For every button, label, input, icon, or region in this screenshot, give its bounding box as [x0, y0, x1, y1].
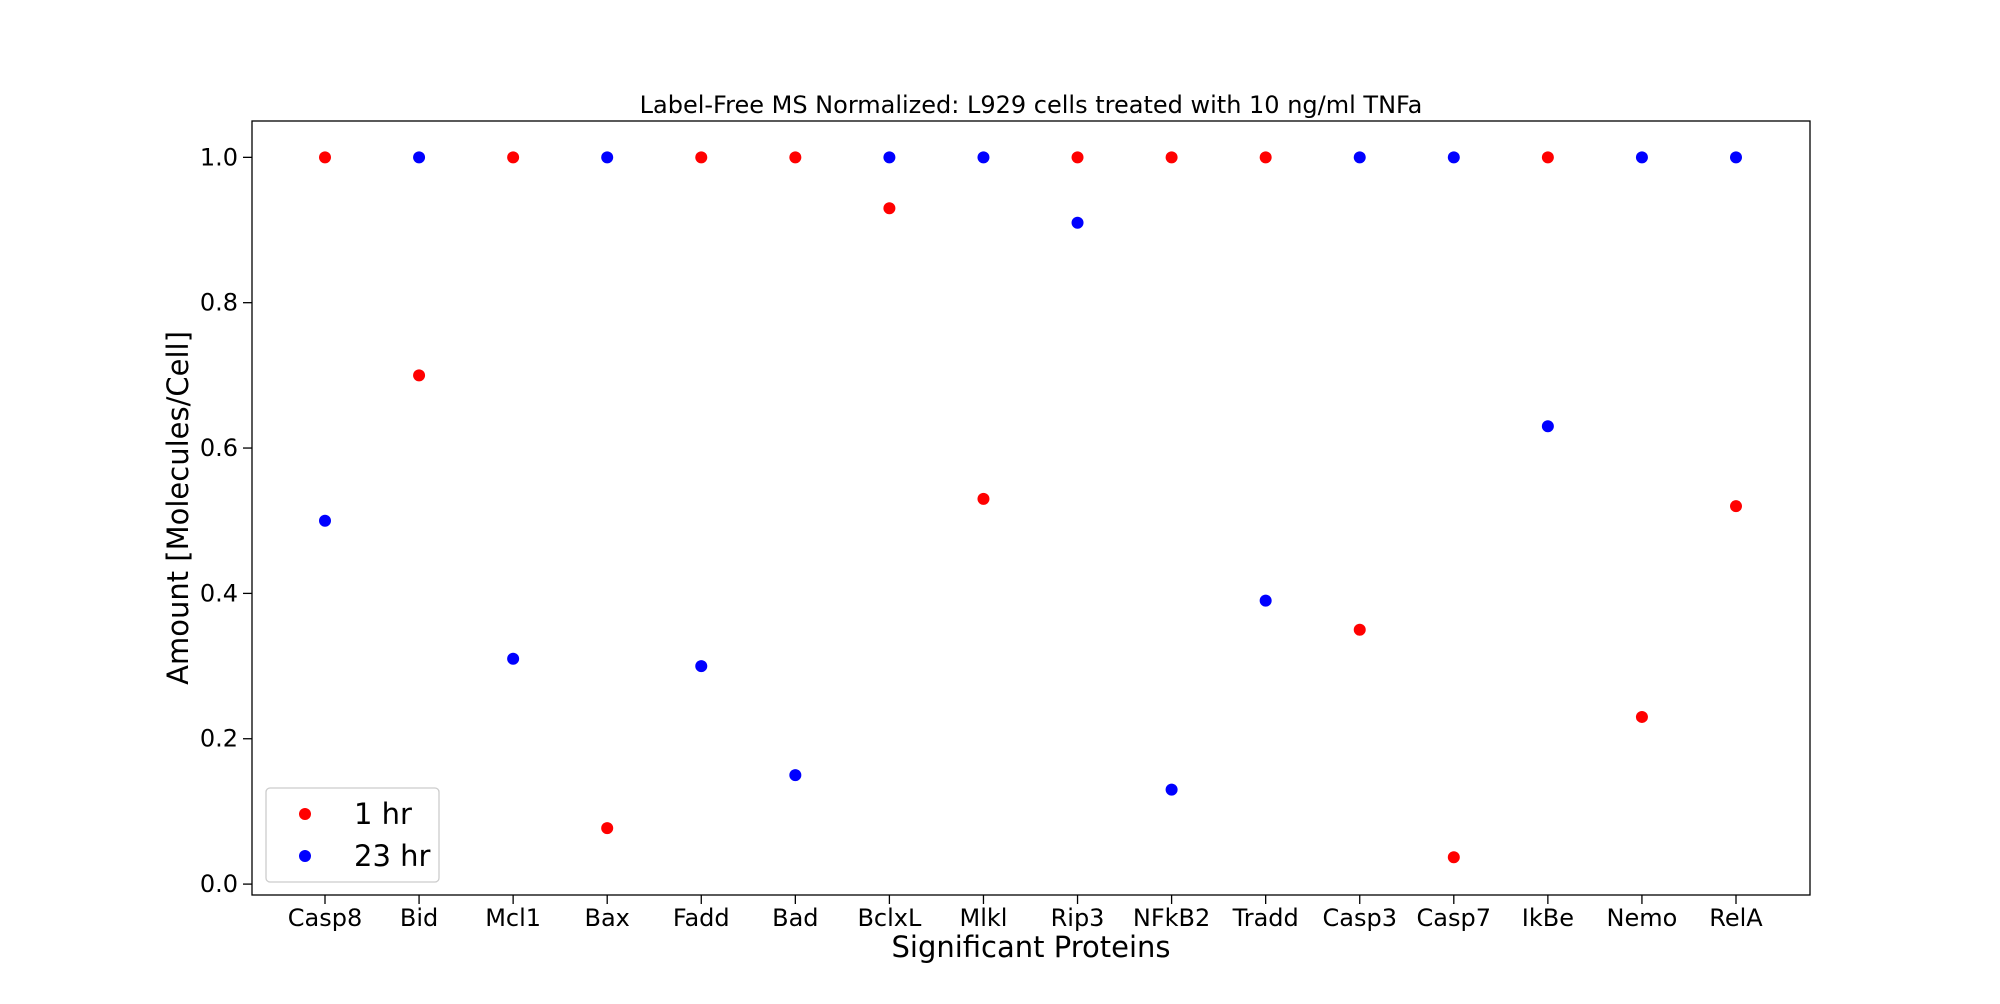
data-point-1hr-rela	[1730, 500, 1742, 513]
x-tick-label: NFkB2	[1133, 904, 1210, 932]
x-tick-label: Bax	[585, 904, 630, 932]
data-point-1hr-casp7	[1447, 851, 1460, 864]
data-point-23hr-bclxl	[883, 151, 896, 164]
data-point-23hr-fadd	[695, 660, 708, 673]
chart-title: Label-Free MS Normalized: L929 cells tre…	[640, 91, 1423, 119]
x-tick-label: Mcl1	[485, 904, 541, 932]
data-point-23hr-ikbe	[1541, 420, 1554, 433]
data-point-1hr-fadd	[695, 151, 708, 164]
data-point-23hr-mlkl	[977, 151, 990, 164]
data-points	[319, 151, 1742, 864]
data-point-1hr-mcl1	[507, 151, 520, 164]
legend-label-23hr: 23 hr	[354, 839, 430, 873]
data-point-1hr-nemo	[1635, 710, 1648, 723]
y-tick-label: 0.0	[200, 870, 238, 898]
y-axis: 0.0 0.2 0.4 0.6 0.8 1.0	[200, 143, 252, 898]
data-point-23hr-rela	[1730, 151, 1742, 164]
data-point-23hr-mcl1	[507, 652, 520, 665]
x-axis: Casp8 Bid Mcl1 Bax Fadd Bad BclxL Mlkl Rip3 NFkB2…	[288, 895, 1763, 932]
x-tick-label: IkBe	[1522, 904, 1574, 932]
x-tick-label: Casp8	[288, 904, 362, 932]
data-point-1hr-casp8	[319, 151, 331, 164]
data-point-23hr-bad	[789, 769, 802, 782]
x-tick-label: Casp3	[1322, 904, 1396, 932]
x-tick-label: Bad	[772, 904, 818, 932]
x-tick-label: Rip3	[1051, 904, 1105, 932]
data-point-1hr-bax	[601, 822, 614, 835]
y-tick-label: 0.2	[200, 725, 238, 753]
data-point-23hr-rip3	[1071, 216, 1084, 229]
x-tick-label: RelA	[1709, 904, 1763, 932]
y-tick-label: 0.6	[200, 434, 238, 462]
data-point-1hr-bclxl	[883, 202, 896, 215]
data-point-1hr-tradd	[1259, 151, 1272, 164]
data-point-1hr-mlkl	[977, 492, 990, 505]
data-point-23hr-bid	[413, 151, 426, 164]
plot-frame	[251, 120, 1811, 896]
data-point-1hr-nfkb2	[1165, 151, 1178, 164]
data-point-23hr-casp8	[319, 514, 331, 527]
x-tick-label: Mlkl	[959, 904, 1007, 932]
data-point-23hr-nemo	[1635, 151, 1648, 164]
y-axis-label: Amount [Molecules/Cell]	[161, 331, 195, 685]
x-tick-label: Bid	[400, 904, 438, 932]
data-point-23hr-tradd	[1259, 594, 1272, 607]
data-point-1hr-rip3	[1071, 151, 1084, 164]
data-point-1hr-ikbe	[1541, 151, 1554, 164]
x-tick-label: Casp7	[1417, 904, 1491, 932]
data-point-23hr-casp3	[1353, 151, 1366, 164]
x-tick-label: Tradd	[1232, 904, 1299, 932]
x-tick-label: BclxL	[857, 904, 922, 932]
data-point-1hr-bad	[789, 151, 802, 164]
y-tick-label: 0.8	[200, 289, 238, 317]
data-point-1hr-bid	[413, 369, 426, 382]
x-axis-label: Significant Proteins	[891, 930, 1170, 964]
data-point-23hr-casp7	[1447, 151, 1460, 164]
legend-label-1hr: 1 hr	[354, 797, 412, 831]
data-point-23hr-nfkb2	[1165, 783, 1178, 796]
y-tick-label: 1.0	[200, 143, 238, 171]
legend-marker-23hr	[299, 850, 311, 862]
y-tick-label: 0.4	[200, 579, 238, 607]
legend: 1 hr 23 hr	[265, 787, 440, 883]
data-point-1hr-casp3	[1353, 623, 1366, 636]
data-point-23hr-bax	[601, 151, 614, 164]
legend-marker-1hr	[299, 808, 311, 820]
x-tick-label: Fadd	[673, 904, 730, 932]
x-tick-label: Nemo	[1607, 904, 1678, 932]
